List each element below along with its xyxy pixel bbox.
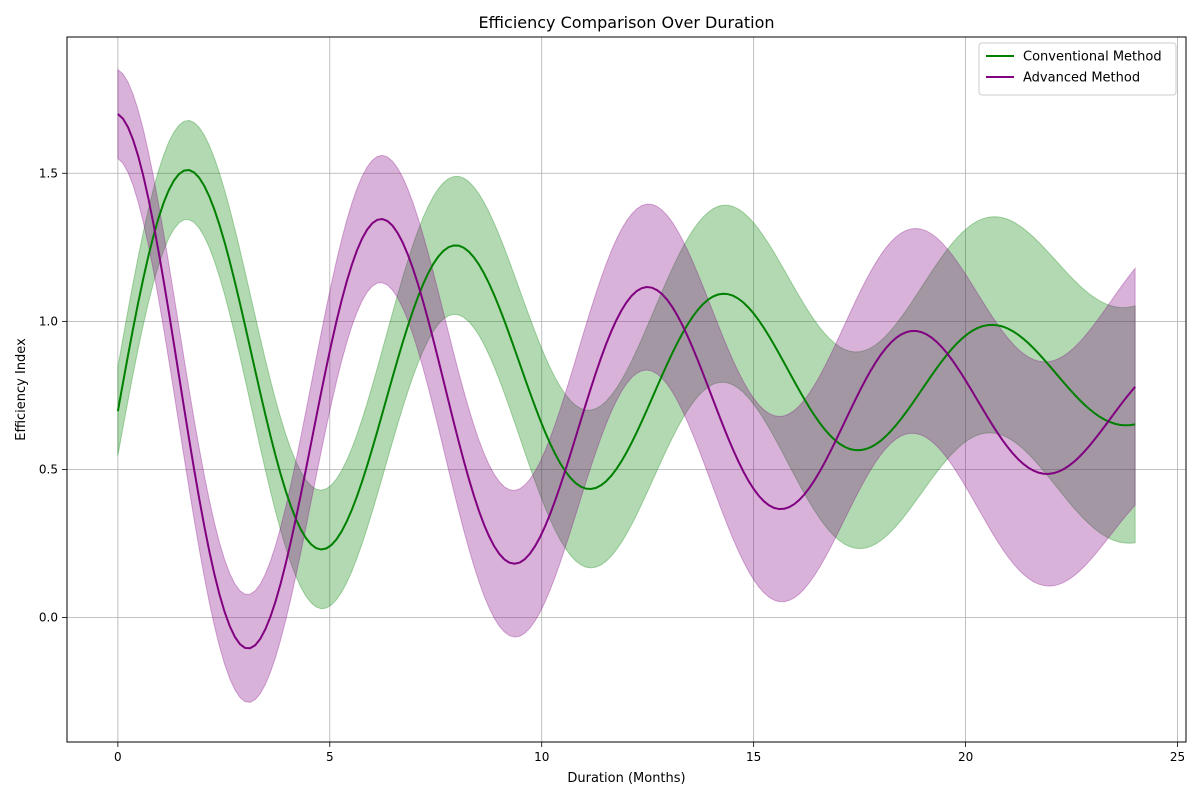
band-conventional xyxy=(117,119,1136,610)
plot-frame xyxy=(66,36,1187,743)
legend-label: Conventional Method xyxy=(1023,50,1162,65)
y-axis-ticks: 0.0 0.5 1.0 1.5 xyxy=(39,166,67,625)
chart-title: Efficiency Comparison Over Duration xyxy=(478,13,774,32)
x-axis-ticks: 0 5 10 15 20 25 xyxy=(114,742,1185,764)
series-lines xyxy=(116,113,1136,650)
y-tick-label: 0.0 xyxy=(39,611,58,625)
confidence-bands xyxy=(117,68,1136,703)
x-tick-label: 20 xyxy=(958,750,973,764)
y-tick-label: 0.5 xyxy=(39,462,58,476)
line-advanced xyxy=(117,113,1136,650)
x-tick-label: 10 xyxy=(534,750,549,764)
x-tick-label: 5 xyxy=(326,750,334,764)
x-axis-label: Duration (Months) xyxy=(567,771,685,786)
x-tick-label: 0 xyxy=(114,750,122,764)
x-tick-label: 15 xyxy=(746,750,761,764)
x-tick-label: 25 xyxy=(1170,750,1185,764)
legend: Conventional Method Advanced Method xyxy=(978,42,1177,96)
legend-box xyxy=(978,42,1177,96)
line-conventional xyxy=(116,169,1136,551)
grid-lines xyxy=(67,37,1186,742)
band-advanced xyxy=(117,68,1136,703)
y-tick-label: 1.0 xyxy=(39,314,58,328)
y-axis-label: Efficiency Index xyxy=(14,338,29,441)
y-tick-label: 1.5 xyxy=(39,166,58,180)
legend-label: Advanced Method xyxy=(1023,71,1140,86)
